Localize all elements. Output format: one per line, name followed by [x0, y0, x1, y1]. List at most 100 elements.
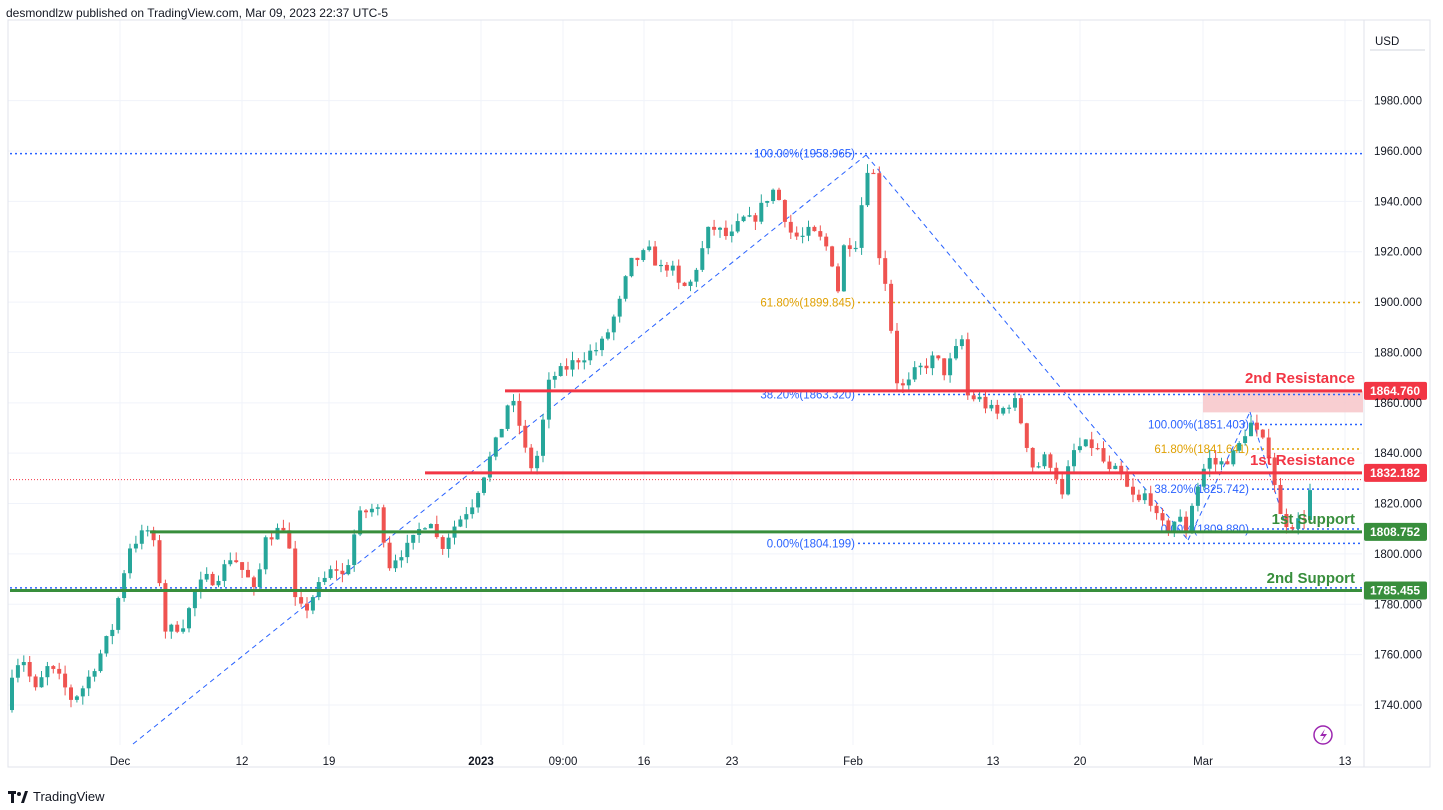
candle-body	[1266, 437, 1271, 458]
candle-body	[765, 201, 770, 203]
candle-body	[794, 232, 799, 237]
candle-body	[1125, 474, 1130, 487]
candle-body	[428, 524, 433, 529]
time-tick-label: 12	[236, 756, 249, 768]
candle-body	[1001, 407, 1006, 414]
candle-body	[558, 366, 563, 376]
candle-body	[423, 528, 427, 530]
candle-body	[464, 514, 469, 520]
candle-body	[39, 677, 44, 688]
candle-body	[393, 560, 398, 569]
candle-body	[33, 676, 38, 688]
candle-body	[364, 510, 368, 513]
candle-body	[21, 662, 26, 666]
candle-body	[1083, 439, 1088, 447]
candle-body	[511, 400, 516, 406]
candle-body	[1201, 468, 1206, 487]
time-tick-label: 23	[726, 756, 739, 768]
candle-body	[936, 355, 941, 359]
candle-body	[1231, 450, 1236, 465]
candle-body	[877, 173, 882, 259]
candle-body	[1060, 478, 1065, 495]
candle-body	[924, 365, 929, 369]
candle-body	[1154, 505, 1159, 514]
candle-body	[1142, 493, 1147, 501]
candle-body	[948, 358, 953, 376]
candle-body	[517, 400, 522, 426]
candle-body	[659, 264, 663, 267]
candle-body	[63, 673, 68, 688]
candle-body	[1272, 457, 1277, 485]
candle-body	[187, 608, 191, 629]
candle-body	[1260, 429, 1265, 438]
candle-body	[1048, 454, 1053, 468]
candle-body	[700, 248, 705, 270]
candle-body	[210, 573, 215, 586]
candle-body	[505, 405, 510, 429]
candle-body	[1172, 521, 1177, 533]
candle-body	[853, 247, 858, 250]
candle-body	[1072, 450, 1076, 467]
candle-body	[1030, 447, 1035, 468]
candle-body	[871, 172, 876, 175]
candle-body	[1207, 457, 1212, 469]
candle-body	[611, 316, 616, 333]
candle-body	[240, 562, 245, 570]
flash-icon[interactable]	[1313, 725, 1333, 745]
support2-label: 2nd Support	[1267, 570, 1355, 587]
candle-body	[476, 492, 481, 508]
candle-body	[269, 537, 274, 540]
candle-body	[1101, 448, 1106, 462]
candle-body	[918, 365, 923, 368]
candle-body	[1296, 518, 1301, 529]
price-tick-label: 1940.000	[1374, 196, 1422, 208]
candle-body	[1254, 422, 1259, 430]
candle-body	[576, 360, 581, 363]
candle-body	[735, 221, 740, 232]
candle-body	[729, 231, 734, 237]
candle-body	[718, 227, 722, 230]
candle-body	[263, 537, 268, 570]
candle-body	[74, 696, 79, 700]
candle-body	[682, 282, 687, 286]
candle-body	[959, 339, 964, 347]
candle-body	[605, 332, 610, 339]
tradingview-logo-icon	[8, 790, 28, 803]
support1-label: 1st Support	[1272, 511, 1355, 528]
candle-body	[582, 360, 587, 363]
candle-body	[1302, 518, 1307, 521]
candle-body	[782, 200, 787, 222]
time-tick-label: 2023	[468, 756, 494, 768]
candle-body	[564, 366, 569, 370]
candle-body	[151, 530, 156, 541]
candle-body	[788, 221, 793, 233]
candle-body	[369, 508, 374, 513]
candle-body	[1278, 484, 1283, 514]
candle-body	[617, 298, 622, 317]
candle-body	[1190, 505, 1194, 534]
candle-body	[1018, 398, 1023, 424]
brand-name: TradingView	[33, 789, 105, 804]
candle-body	[328, 569, 333, 578]
candle-body	[1136, 494, 1141, 501]
candle-body	[1107, 461, 1112, 470]
candle-body	[942, 358, 947, 376]
candle-body	[1095, 448, 1100, 450]
candle-body	[995, 404, 1000, 414]
candle-body	[69, 687, 73, 700]
price-tick-label: 1960.000	[1374, 146, 1422, 158]
support2-price: 1785.455	[1370, 584, 1420, 598]
candle-body	[912, 367, 917, 380]
candle-body	[175, 624, 180, 632]
candle-body	[1024, 423, 1029, 448]
fib2-618-label: 61.80%(1841.641)	[1154, 444, 1249, 456]
candle-body	[741, 216, 746, 222]
fib2-100-label: 100.00%(1851.403)	[1148, 419, 1249, 431]
candle-body	[747, 215, 752, 217]
support1-price-tag	[1364, 522, 1427, 541]
candle-body	[712, 226, 717, 230]
candle-body	[305, 603, 309, 611]
candle-body	[293, 548, 298, 598]
candle-body	[198, 579, 203, 591]
